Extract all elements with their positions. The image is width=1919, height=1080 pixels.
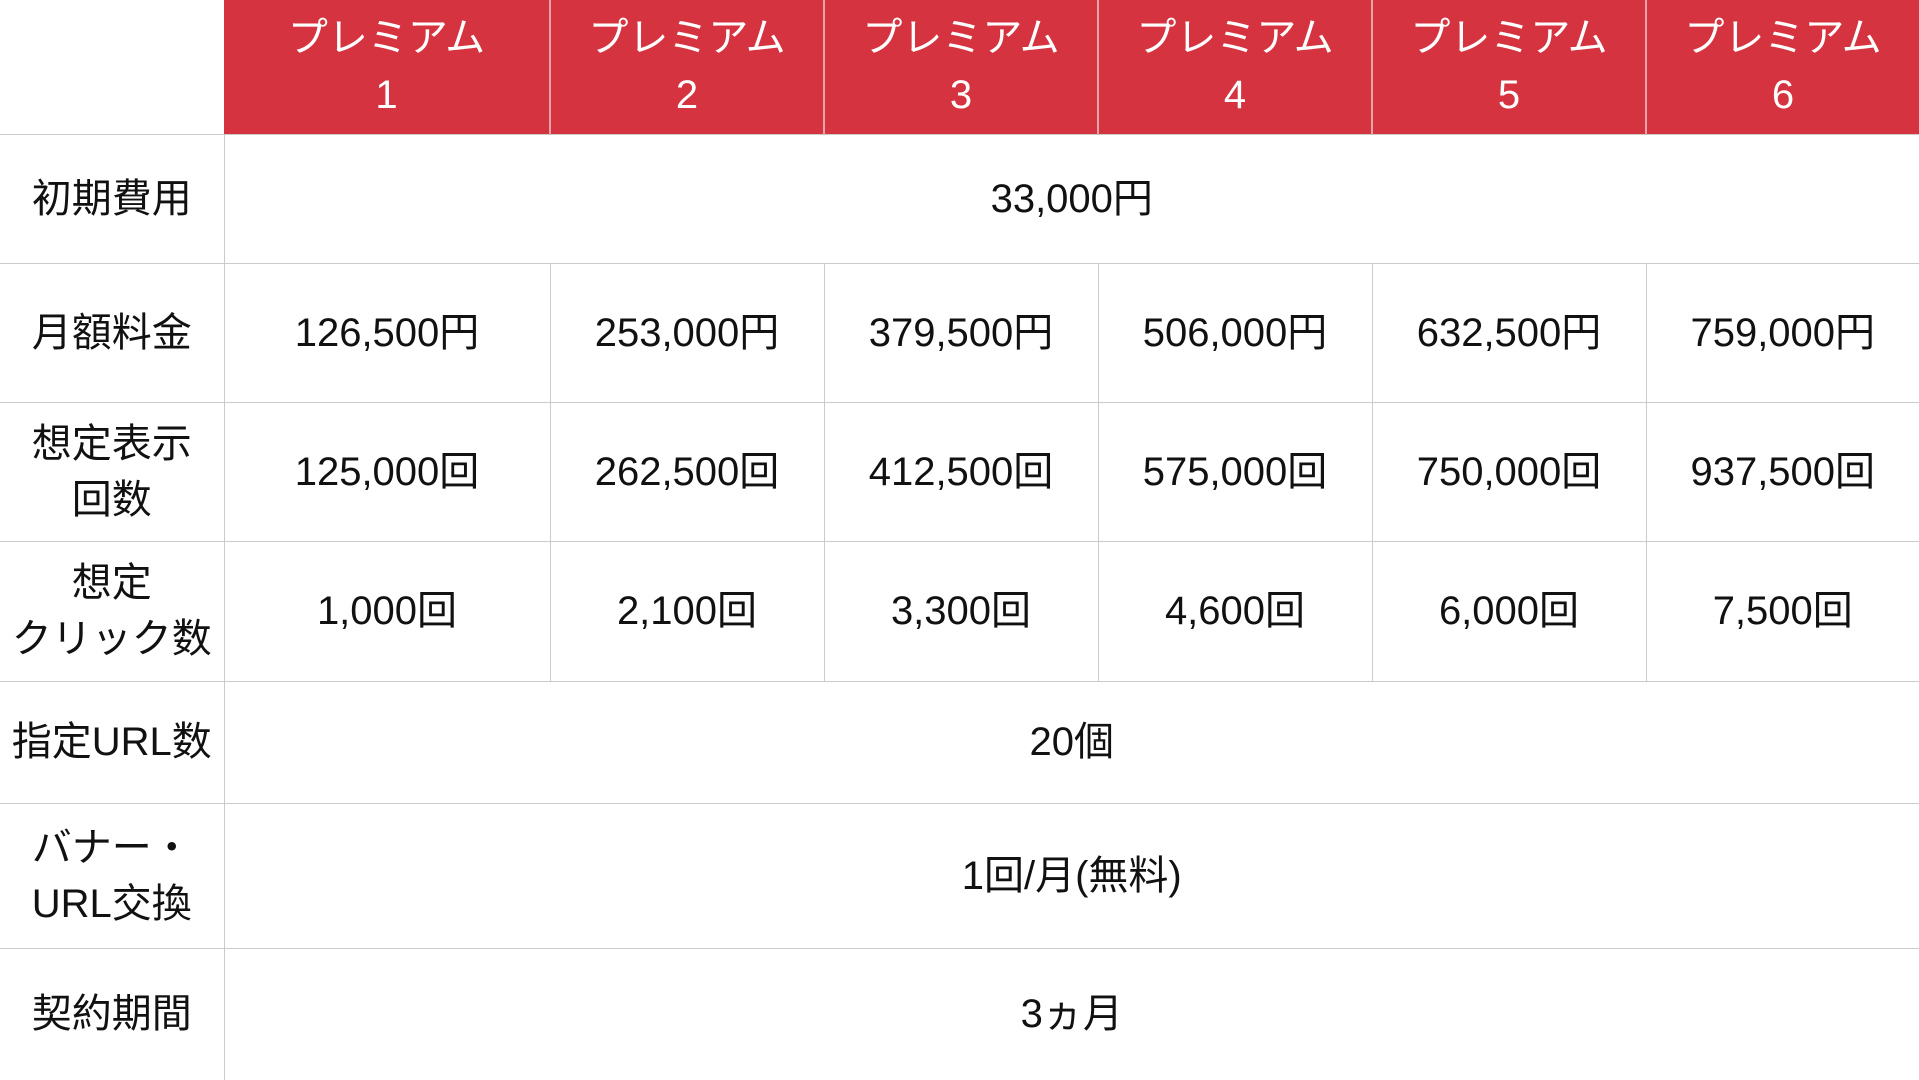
cell-clicks-plan-4: 4,600回 xyxy=(1097,540,1373,682)
cell-monthly-fee-plan-3: 379,500円 xyxy=(823,262,1099,403)
cell-impressions-plan-5: 750,000回 xyxy=(1371,401,1647,542)
header-row: プレミアム 1 プレミアム 2 プレミアム 3 プレミアム 4 プレミアム 5 … xyxy=(0,0,1919,135)
cell-impressions-plan-1: 125,000回 xyxy=(223,401,551,542)
cell-clicks-plan-2: 2,100回 xyxy=(549,540,825,682)
cell-clicks-plan-6: 7,500回 xyxy=(1645,540,1919,682)
plan-header-1: プレミアム 1 xyxy=(224,0,550,135)
cell-monthly-fee-plan-1: 126,500円 xyxy=(223,262,551,403)
cell-url-count: 20個 xyxy=(223,680,1919,804)
cell-impressions-plan-2: 262,500回 xyxy=(549,401,825,542)
row-label-banner-url-exchange: バナー・ URL交換 xyxy=(0,802,225,949)
cell-monthly-fee-plan-5: 632,500円 xyxy=(1371,262,1647,403)
plan-name-text: プレミアム xyxy=(1684,15,1882,60)
plan-number-text: 1 xyxy=(375,72,398,117)
corner-cell xyxy=(0,0,224,135)
row-label-contract-period: 契約期間 xyxy=(0,947,225,1080)
plan-number-text: 6 xyxy=(1771,72,1795,117)
plan-number-text: 3 xyxy=(949,72,973,117)
cell-monthly-fee-plan-6: 759,000円 xyxy=(1645,262,1919,403)
row-label-expected-impressions: 想定表示 回数 xyxy=(0,401,225,542)
plan-number-text: 2 xyxy=(675,72,699,117)
plan-header-3: プレミアム 3 xyxy=(823,0,1098,135)
row-label-initial-cost: 初期費用 xyxy=(0,133,225,264)
cell-banner-url-exchange: 1回/月(無料) xyxy=(223,802,1919,949)
plan-number-text: 5 xyxy=(1497,72,1521,117)
row-expected-impressions: 想定表示 回数 125,000回 262,500回 412,500回 575,0… xyxy=(0,401,1919,542)
plan-name-text: プレミアム xyxy=(588,15,786,60)
row-monthly-fee: 月額料金 126,500円 253,000円 379,500円 506,000円… xyxy=(0,262,1919,403)
row-url-count: 指定URL数 20個 xyxy=(0,680,1919,804)
cell-initial-cost: 33,000円 xyxy=(223,133,1919,264)
cell-impressions-plan-4: 575,000回 xyxy=(1097,401,1373,542)
row-label-url-count: 指定URL数 xyxy=(0,680,225,804)
cell-monthly-fee-plan-2: 253,000円 xyxy=(549,262,825,403)
cell-clicks-plan-1: 1,000回 xyxy=(223,540,551,682)
row-label-expected-clicks: 想定 クリック数 xyxy=(0,540,225,682)
row-initial-cost: 初期費用 33,000円 xyxy=(0,133,1919,264)
cell-impressions-plan-6: 937,500回 xyxy=(1645,401,1919,542)
row-contract-period: 契約期間 3ヵ月 xyxy=(0,947,1919,1080)
row-expected-clicks: 想定 クリック数 1,000回 2,100回 3,300回 4,600回 6,0… xyxy=(0,540,1919,682)
plan-header-6: プレミアム 6 xyxy=(1645,0,1919,135)
plan-header-5: プレミアム 5 xyxy=(1371,0,1646,135)
plan-name-text: プレミアム xyxy=(1410,15,1608,60)
row-banner-url-exchange: バナー・ URL交換 1回/月(無料) xyxy=(0,802,1919,949)
plan-name-text: プレミアム xyxy=(862,15,1060,60)
plan-name-text: プレミアム xyxy=(287,15,486,60)
row-label-monthly-fee: 月額料金 xyxy=(0,262,225,403)
plan-header-4: プレミアム 4 xyxy=(1097,0,1372,135)
plan-name-text: プレミアム xyxy=(1136,15,1334,60)
cell-contract-period: 3ヵ月 xyxy=(223,947,1919,1080)
cell-monthly-fee-plan-4: 506,000円 xyxy=(1097,262,1373,403)
plan-number-text: 4 xyxy=(1223,72,1247,117)
cell-impressions-plan-3: 412,500回 xyxy=(823,401,1099,542)
plan-header-2: プレミアム 2 xyxy=(549,0,824,135)
cell-clicks-plan-3: 3,300回 xyxy=(823,540,1099,682)
cell-clicks-plan-5: 6,000回 xyxy=(1371,540,1647,682)
